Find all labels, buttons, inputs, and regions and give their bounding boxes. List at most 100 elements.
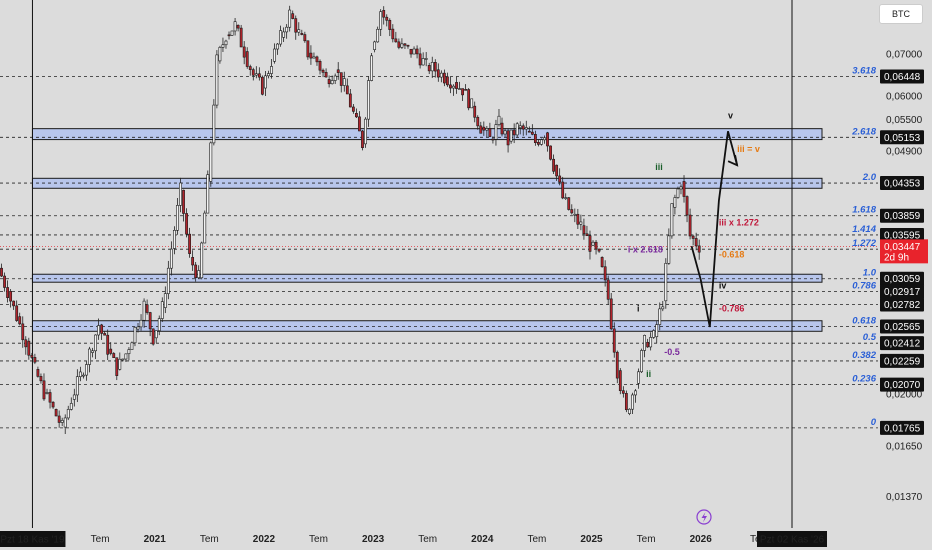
candle-body (603, 266, 607, 281)
candle-body (658, 308, 662, 325)
candle-body (558, 175, 562, 183)
projection-arrowhead (727, 154, 739, 167)
candle-body (303, 34, 307, 42)
candle-body (142, 300, 146, 321)
candle-body (339, 72, 343, 86)
candle-body (367, 80, 370, 120)
candle-body (612, 328, 616, 353)
candle-body (88, 348, 91, 365)
candle-body (591, 241, 595, 246)
candle-body (264, 75, 267, 89)
candle-body (649, 337, 653, 348)
candle-body (109, 348, 113, 354)
candle-body (524, 127, 528, 130)
candle-body (33, 357, 37, 363)
candle-body (118, 358, 122, 370)
price-level-box (880, 69, 924, 84)
candle-body (564, 197, 568, 199)
time-tick-label: Tem (200, 534, 219, 545)
fib-ratio-label: 0.382 (852, 350, 876, 361)
candle-body (670, 203, 674, 237)
candle-body (394, 38, 398, 43)
candle-body (318, 61, 322, 71)
candle-body (257, 73, 261, 78)
candle-body (518, 125, 522, 128)
candle-body (427, 65, 431, 72)
candle-body (400, 43, 404, 48)
candle-body (48, 392, 52, 403)
wave-label: iii x 1.272 (719, 218, 759, 228)
wave-label: ii (646, 369, 651, 379)
candle-body (151, 328, 155, 345)
countdown-label: 2d 9h (884, 252, 909, 263)
candle-body (361, 130, 364, 148)
candle-body (324, 72, 328, 78)
candle-body (652, 330, 656, 338)
candle-body (136, 326, 140, 330)
candle-body (600, 257, 604, 268)
candle-body (697, 245, 701, 253)
candle-body (664, 262, 668, 302)
candle-body (491, 138, 495, 141)
candle-body (69, 403, 73, 410)
candle-body (312, 56, 316, 59)
candle-body (251, 69, 255, 76)
candle-body (82, 374, 85, 377)
candle-body (173, 230, 176, 249)
candle-body (276, 43, 279, 50)
candle-body (185, 213, 188, 235)
candle-body (576, 213, 580, 225)
start-date-label: Pzt 18 Kas '19 (0, 535, 65, 546)
price-level-label: 0,02782 (884, 300, 921, 311)
candle-body (160, 301, 164, 319)
candle-body (549, 145, 552, 160)
price-tick-label: 0,04900 (886, 146, 923, 157)
current-price-box (880, 239, 928, 264)
candle-body (464, 89, 468, 91)
candle-body (485, 128, 489, 131)
candle-body (582, 225, 586, 235)
symbol-badge[interactable]: BTC (879, 4, 923, 24)
candle-body (661, 306, 665, 310)
wave-label: -0.5 (664, 347, 680, 357)
time-tick-label: Tem (309, 534, 328, 545)
candle-body (27, 340, 31, 356)
candle-body (206, 174, 210, 214)
candle-body (3, 275, 6, 288)
candle-body (588, 235, 592, 252)
candle-body (597, 248, 601, 252)
candle-body (157, 318, 161, 331)
candle-body (72, 394, 76, 400)
projection-path (690, 130, 738, 328)
price-tick-label: 0,02000 (886, 389, 923, 400)
zone-box (31, 273, 823, 283)
candle-body (282, 31, 286, 38)
current-price-label: 0,03447 (884, 242, 921, 253)
end-date-label: Pzt 02 Kas '26 (760, 535, 825, 546)
candle-body (688, 214, 692, 237)
candle-body (476, 116, 480, 127)
price-level-label: 0,06448 (884, 72, 921, 83)
candle-body (355, 113, 358, 118)
candle-body (188, 233, 191, 254)
candle-body (388, 19, 392, 30)
time-tick-label: Tem (91, 534, 110, 545)
time-tick-label: 2021 (144, 534, 167, 545)
fib-ratio-label: 1.618 (852, 205, 876, 216)
price-level-box (880, 420, 924, 435)
candle-body (169, 248, 173, 269)
candle-body (467, 89, 471, 109)
candle-body (97, 325, 100, 336)
candle-body (373, 41, 377, 50)
candle-body (24, 339, 28, 348)
price-level-box (880, 271, 924, 286)
lightning-icon[interactable] (696, 509, 712, 525)
price-tick-label: 0,01370 (886, 492, 923, 503)
candle-body (694, 238, 698, 247)
candle-body (533, 134, 537, 144)
candle-body (45, 392, 49, 394)
candle-body (94, 334, 97, 352)
candle-body (85, 364, 88, 376)
candle-body (643, 335, 646, 351)
